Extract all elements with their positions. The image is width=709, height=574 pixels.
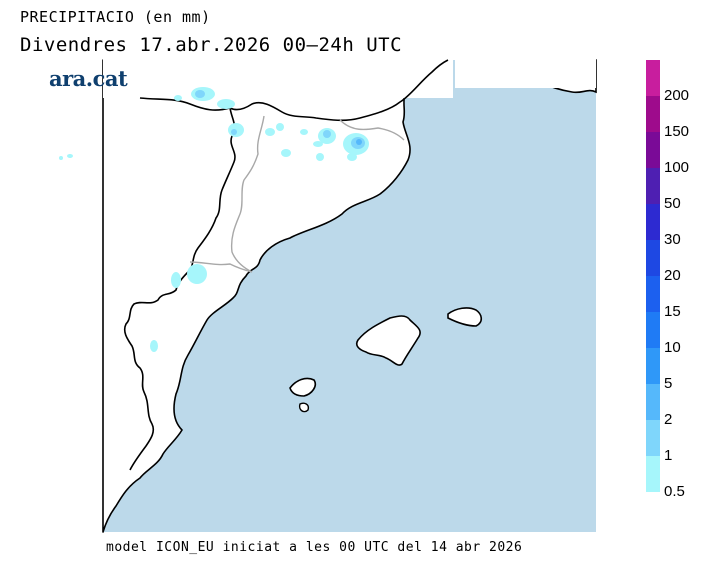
legend-swatch bbox=[646, 240, 660, 276]
precip-patch bbox=[265, 128, 275, 136]
legend-label: 15 bbox=[664, 303, 681, 320]
legend-swatch bbox=[646, 60, 660, 96]
precip-patch bbox=[347, 153, 357, 161]
precip-patch bbox=[195, 90, 205, 98]
regional-border bbox=[339, 119, 405, 141]
precip-patch bbox=[313, 141, 323, 147]
map-date-subtitle: Divendres 17.abr.2026 00—24h UTC bbox=[20, 34, 403, 56]
legend-swatch bbox=[646, 276, 660, 312]
precip-patch bbox=[217, 99, 235, 109]
legend-label: 30 bbox=[664, 231, 681, 248]
precip-patch bbox=[281, 149, 291, 157]
precip-patch bbox=[171, 272, 181, 288]
island-menorca bbox=[447, 307, 483, 327]
precip-patch bbox=[187, 264, 207, 284]
precip-patch bbox=[356, 139, 362, 145]
island-eivissa bbox=[289, 377, 317, 397]
precip-patch bbox=[150, 340, 158, 352]
legend-swatch bbox=[646, 312, 660, 348]
model-run-caption: model ICON_EU iniciat a les 00 UTC del 1… bbox=[106, 540, 523, 555]
precip-patch bbox=[300, 129, 308, 135]
northern-frontier bbox=[139, 59, 449, 122]
island-formentera bbox=[298, 402, 310, 413]
legend-swatch bbox=[646, 384, 660, 420]
legend-label: 1 bbox=[664, 447, 673, 464]
legend-label: 150 bbox=[664, 123, 690, 140]
legend-label: 5 bbox=[664, 375, 673, 392]
precip-patch bbox=[323, 130, 331, 138]
legend-swatch bbox=[646, 348, 660, 384]
legend-swatch bbox=[646, 96, 660, 132]
precip-patch bbox=[316, 153, 324, 161]
legend-swatch bbox=[646, 204, 660, 240]
precipitation-patches bbox=[59, 87, 369, 352]
legend-label: 50 bbox=[664, 195, 681, 212]
precip-patch bbox=[59, 156, 63, 160]
legend-label: 100 bbox=[664, 159, 690, 176]
ara-cat-logo: ara.cat bbox=[49, 66, 128, 91]
regional-border bbox=[189, 261, 253, 273]
precipitation-legend bbox=[646, 60, 660, 492]
precip-patch bbox=[276, 123, 284, 131]
precip-patch bbox=[231, 129, 237, 135]
precip-patch bbox=[67, 154, 73, 158]
mainland bbox=[102, 59, 449, 533]
legend-label: 200 bbox=[664, 87, 690, 104]
legend-label: 20 bbox=[664, 267, 681, 284]
western-frontier bbox=[123, 107, 236, 471]
legend-label: 2 bbox=[664, 411, 673, 428]
precip-patch bbox=[174, 95, 182, 101]
regional-border bbox=[230, 115, 265, 273]
legend-swatch bbox=[646, 456, 660, 492]
island-mallorca bbox=[355, 315, 421, 366]
legend-swatch bbox=[646, 132, 660, 168]
legend-label: 10 bbox=[664, 339, 681, 356]
legend-label: 0.5 bbox=[664, 483, 685, 500]
legend-swatch bbox=[646, 168, 660, 204]
legend-swatch bbox=[646, 420, 660, 456]
map-title: PRECIPITACIO (en mm) bbox=[20, 8, 211, 26]
